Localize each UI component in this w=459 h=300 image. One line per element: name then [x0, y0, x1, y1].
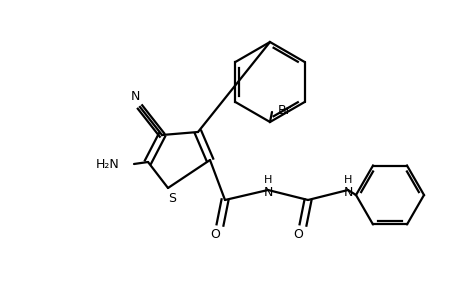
- Text: O: O: [210, 229, 219, 242]
- Text: S: S: [168, 191, 176, 205]
- Text: N: N: [263, 185, 272, 199]
- Text: H: H: [343, 175, 352, 185]
- Text: H: H: [263, 175, 272, 185]
- Text: N: N: [342, 185, 352, 199]
- Text: H₂N: H₂N: [96, 158, 120, 170]
- Text: O: O: [292, 229, 302, 242]
- Text: Br: Br: [277, 103, 291, 116]
- Text: N: N: [130, 91, 140, 103]
